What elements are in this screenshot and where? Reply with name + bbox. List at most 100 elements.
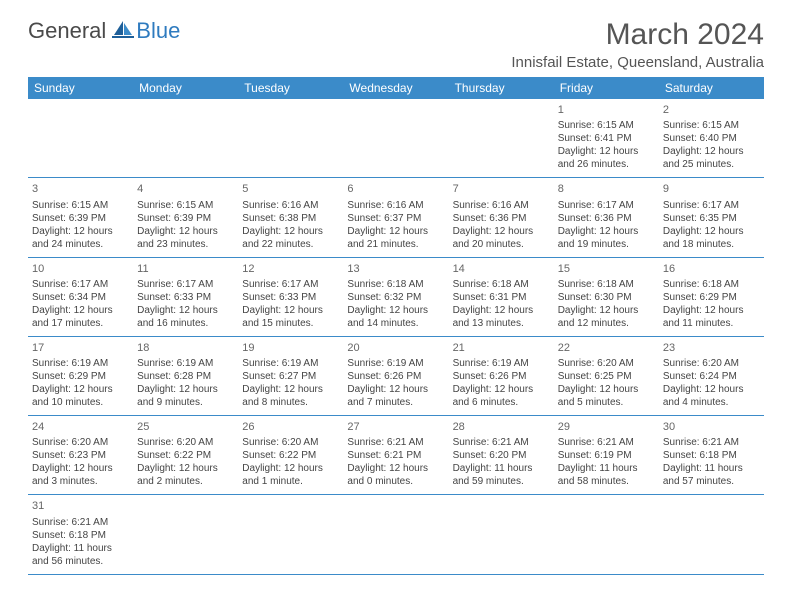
sunset-line: Sunset: 6:25 PM	[558, 370, 655, 383]
daylight-line: Daylight: 12 hours and 16 minutes.	[137, 304, 234, 330]
daylight-line: Daylight: 12 hours and 7 minutes.	[347, 383, 444, 409]
day-number: 21	[453, 341, 550, 355]
sunrise-line: Sunrise: 6:21 AM	[32, 516, 129, 529]
daylight-line: Daylight: 12 hours and 5 minutes.	[558, 383, 655, 409]
calendar-day: 5Sunrise: 6:16 AMSunset: 6:38 PMDaylight…	[238, 178, 343, 257]
day-header: Wednesday	[343, 77, 448, 99]
calendar-day: 6Sunrise: 6:16 AMSunset: 6:37 PMDaylight…	[343, 178, 448, 257]
sunrise-line: Sunrise: 6:18 AM	[663, 278, 760, 291]
sunrise-line: Sunrise: 6:18 AM	[558, 278, 655, 291]
calendar-day: 31Sunrise: 6:21 AMSunset: 6:18 PMDayligh…	[28, 495, 133, 574]
calendar-week: 31Sunrise: 6:21 AMSunset: 6:18 PMDayligh…	[28, 495, 764, 574]
sunset-line: Sunset: 6:22 PM	[242, 449, 339, 462]
calendar-day: 14Sunrise: 6:18 AMSunset: 6:31 PMDayligh…	[449, 257, 554, 336]
daylight-line: Daylight: 12 hours and 2 minutes.	[137, 462, 234, 488]
calendar-day: 8Sunrise: 6:17 AMSunset: 6:36 PMDaylight…	[554, 178, 659, 257]
sunrise-line: Sunrise: 6:15 AM	[663, 119, 760, 132]
daylight-line: Daylight: 12 hours and 6 minutes.	[453, 383, 550, 409]
sunset-line: Sunset: 6:21 PM	[347, 449, 444, 462]
sunrise-line: Sunrise: 6:17 AM	[558, 199, 655, 212]
daylight-line: Daylight: 12 hours and 0 minutes.	[347, 462, 444, 488]
day-header: Thursday	[449, 77, 554, 99]
sunset-line: Sunset: 6:34 PM	[32, 291, 129, 304]
day-number: 31	[32, 499, 129, 513]
sunset-line: Sunset: 6:37 PM	[347, 212, 444, 225]
calendar-empty	[343, 99, 448, 178]
title-block: March 2024 Innisfail Estate, Queensland,…	[511, 18, 764, 71]
calendar-day: 22 Sunrise: 6:20 AMSunset: 6:25 PMDayligh…	[554, 336, 659, 415]
sunset-line: Sunset: 6:27 PM	[242, 370, 339, 383]
day-number: 19	[242, 341, 339, 355]
sail-icon	[112, 19, 134, 44]
day-number: 24	[32, 420, 129, 434]
day-number: 12	[242, 262, 339, 276]
day-number: 27	[347, 420, 444, 434]
sunset-line: Sunset: 6:29 PM	[32, 370, 129, 383]
calendar-empty	[659, 495, 764, 574]
day-number: 1	[558, 103, 655, 117]
calendar-day: 26Sunrise: 6:20 AMSunset: 6:22 PMDayligh…	[238, 416, 343, 495]
daylight-line: Daylight: 12 hours and 3 minutes.	[32, 462, 129, 488]
sunrise-line: Sunrise: 6:20 AM	[32, 436, 129, 449]
sunrise-line: Sunrise: 6:20 AM	[242, 436, 339, 449]
daylight-line: Daylight: 11 hours and 56 minutes.	[32, 542, 129, 568]
day-number: 18	[137, 341, 234, 355]
sunrise-line: Sunrise: 6:19 AM	[32, 357, 129, 370]
sunset-line: Sunset: 6:33 PM	[242, 291, 339, 304]
calendar-day: 3Sunrise: 6:15 AMSunset: 6:39 PMDaylight…	[28, 178, 133, 257]
calendar-day: 29Sunrise: 6:21 AMSunset: 6:19 PMDayligh…	[554, 416, 659, 495]
calendar-day: 7Sunrise: 6:16 AMSunset: 6:36 PMDaylight…	[449, 178, 554, 257]
day-header: Monday	[133, 77, 238, 99]
sunrise-line: Sunrise: 6:20 AM	[558, 357, 655, 370]
day-header: Tuesday	[238, 77, 343, 99]
daylight-line: Daylight: 12 hours and 12 minutes.	[558, 304, 655, 330]
sunrise-line: Sunrise: 6:21 AM	[347, 436, 444, 449]
day-number: 23	[663, 341, 760, 355]
day-number: 15	[558, 262, 655, 276]
brand-blue: Blue	[136, 18, 180, 44]
sunrise-line: Sunrise: 6:17 AM	[137, 278, 234, 291]
day-number: 3	[32, 182, 129, 196]
calendar-empty	[449, 99, 554, 178]
sunset-line: Sunset: 6:38 PM	[242, 212, 339, 225]
day-number: 29	[558, 420, 655, 434]
daylight-line: Daylight: 12 hours and 17 minutes.	[32, 304, 129, 330]
sunset-line: Sunset: 6:22 PM	[137, 449, 234, 462]
day-number: 28	[453, 420, 550, 434]
calendar-week: 10Sunrise: 6:17 AMSunset: 6:34 PMDayligh…	[28, 257, 764, 336]
daylight-line: Daylight: 11 hours and 57 minutes.	[663, 462, 760, 488]
sunrise-line: Sunrise: 6:19 AM	[242, 357, 339, 370]
sunset-line: Sunset: 6:23 PM	[32, 449, 129, 462]
calendar-day: 27 Sunrise: 6:21 AMSunset: 6:21 PMDayligh…	[343, 416, 448, 495]
daylight-line: Daylight: 11 hours and 59 minutes.	[453, 462, 550, 488]
sunset-line: Sunset: 6:39 PM	[32, 212, 129, 225]
day-number: 4	[137, 182, 234, 196]
day-number: 22	[558, 341, 655, 355]
sunset-line: Sunset: 6:26 PM	[453, 370, 550, 383]
daylight-line: Daylight: 12 hours and 14 minutes.	[347, 304, 444, 330]
sunrise-line: Sunrise: 6:21 AM	[558, 436, 655, 449]
calendar-day: 17Sunrise: 6:19 AMSunset: 6:29 PMDayligh…	[28, 336, 133, 415]
calendar-table: SundayMondayTuesdayWednesdayThursdayFrid…	[28, 77, 764, 575]
sunset-line: Sunset: 6:29 PM	[663, 291, 760, 304]
calendar-week: 3Sunrise: 6:15 AMSunset: 6:39 PMDaylight…	[28, 178, 764, 257]
day-number: 20	[347, 341, 444, 355]
calendar-empty	[238, 99, 343, 178]
day-number: 10	[32, 262, 129, 276]
day-number: 11	[137, 262, 234, 276]
day-header-row: SundayMondayTuesdayWednesdayThursdayFrid…	[28, 77, 764, 99]
daylight-line: Daylight: 12 hours and 15 minutes.	[242, 304, 339, 330]
daylight-line: Daylight: 12 hours and 22 minutes.	[242, 225, 339, 251]
sunrise-line: Sunrise: 6:16 AM	[347, 199, 444, 212]
day-header: Saturday	[659, 77, 764, 99]
daylight-line: Daylight: 12 hours and 9 minutes.	[137, 383, 234, 409]
sunrise-line: Sunrise: 6:19 AM	[347, 357, 444, 370]
calendar-empty	[343, 495, 448, 574]
calendar-empty	[133, 495, 238, 574]
day-number: 5	[242, 182, 339, 196]
day-number: 16	[663, 262, 760, 276]
day-header: Friday	[554, 77, 659, 99]
sunset-line: Sunset: 6:18 PM	[663, 449, 760, 462]
daylight-line: Daylight: 12 hours and 11 minutes.	[663, 304, 760, 330]
sunset-line: Sunset: 6:32 PM	[347, 291, 444, 304]
